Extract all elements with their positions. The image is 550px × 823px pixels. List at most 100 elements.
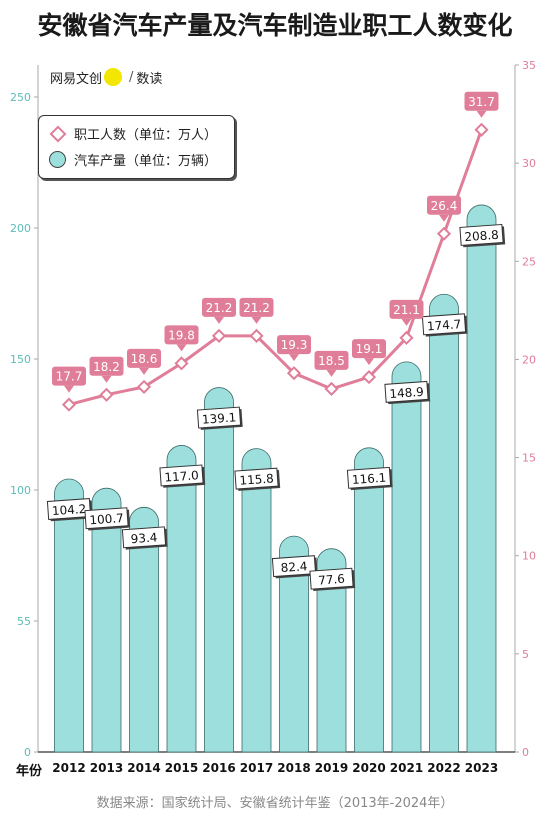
- legend-label-line: 职工人数（单位：万人）: [74, 128, 218, 143]
- brand-sub: 数读: [136, 71, 163, 87]
- callout-box: [464, 91, 499, 111]
- bar-value-label: 93.4: [121, 526, 168, 550]
- callout-pointer: [364, 358, 374, 366]
- line-point: [399, 330, 414, 345]
- bar-value-text: 116.1: [351, 471, 386, 487]
- right-tick-label: 20: [522, 353, 536, 366]
- callout-pointer: [289, 354, 299, 362]
- bar-value-text: 117.0: [164, 468, 199, 484]
- bar: [166, 445, 197, 753]
- right-tick-label: 15: [522, 452, 536, 465]
- line-value-label: 31.7: [468, 95, 495, 109]
- legend-item-bar: 汽车产量（单位：万辆）: [49, 150, 217, 169]
- x-tick-label: 2019: [315, 761, 348, 775]
- legend: 职工人数（单位：万人） 汽车产量（单位：万辆）: [38, 115, 235, 179]
- x-tick-label: 2014: [127, 761, 160, 775]
- bar-value-text: 104.2: [51, 502, 86, 518]
- callout-pointer: [64, 385, 74, 393]
- line-value-label: 19.8: [168, 328, 195, 342]
- bar-value-text: 93.4: [130, 530, 158, 546]
- line-point: [436, 226, 452, 241]
- line-point: [174, 356, 189, 371]
- callout-pointer: [401, 318, 412, 326]
- bar: [429, 293, 459, 753]
- callout-box: [89, 356, 124, 376]
- label-box: [196, 406, 242, 429]
- callout-pointer: [139, 367, 149, 375]
- label-box: [309, 567, 354, 590]
- callout-pointer: [214, 316, 224, 324]
- line-point: [286, 366, 302, 381]
- bar-value-label: 77.6: [309, 567, 356, 591]
- callout-pointer: [176, 344, 187, 352]
- callout-pointer: [476, 110, 487, 118]
- x-tick-label: 2018: [277, 761, 310, 775]
- bar-value-label: 208.8: [459, 223, 506, 248]
- label-box: [121, 526, 167, 549]
- left-tick-label: 55: [17, 615, 31, 628]
- line-value-label: 18.5: [318, 354, 345, 368]
- bar-value-label: 104.2: [46, 498, 93, 522]
- bar: [391, 361, 422, 753]
- bar-value-label: 117.0: [159, 464, 206, 488]
- callout-pointer: [439, 214, 449, 222]
- line-value-label: 26.4: [431, 199, 458, 213]
- line-value-label: 18.6: [131, 352, 158, 366]
- label-box: [384, 380, 429, 403]
- bar-value-label: 174.7: [421, 313, 468, 337]
- label-box: [159, 464, 204, 487]
- callout-pointer: [101, 375, 112, 383]
- line-point: [474, 122, 489, 137]
- x-tick-label: 2017: [240, 761, 273, 775]
- bar-value-label: 115.8: [234, 467, 281, 491]
- left-tick-label: 150: [10, 353, 31, 366]
- right-tick-label: 0: [522, 746, 529, 759]
- line-point: [136, 379, 152, 394]
- bar-value-label: 82.4: [271, 555, 318, 579]
- bar-value-text: 174.7: [426, 317, 461, 333]
- line-value-label: 19.1: [356, 342, 383, 356]
- circle-marker-icon: [49, 151, 66, 168]
- bar-value-label: 148.9: [384, 380, 431, 405]
- callout-box: [277, 335, 311, 355]
- right-tick-label: 10: [522, 550, 536, 563]
- callout-box: [164, 325, 199, 345]
- right-tick-label: 35: [522, 59, 536, 72]
- line-value-label: 17.7: [56, 370, 83, 384]
- label-box: [234, 467, 279, 490]
- callout-pointer: [326, 369, 337, 377]
- left-tick-label: 250: [10, 91, 31, 104]
- line-value-label: 18.2: [93, 360, 120, 374]
- diamond-marker-icon: [49, 125, 67, 142]
- legend-item-line: 职工人数（单位：万人）: [49, 124, 217, 143]
- callout-box: [52, 366, 86, 386]
- bar-value-text: 208.8: [464, 228, 499, 244]
- callout-box: [202, 297, 236, 317]
- line-value-label: 21.1: [393, 303, 420, 317]
- bar: [241, 448, 272, 753]
- callout-pointer: [251, 316, 262, 324]
- brand-name: 网易文创: [50, 71, 103, 87]
- bar: [354, 447, 384, 753]
- label-box: [346, 466, 392, 489]
- x-tick-label: 2012: [52, 761, 85, 775]
- right-tick-label: 5: [522, 648, 529, 661]
- x-tick-label: 2016: [202, 761, 235, 775]
- x-axis-label: 年份: [16, 764, 43, 779]
- callout-box: [314, 350, 349, 370]
- brand-logo: 网易文创 / 数读: [50, 68, 163, 87]
- source-note: 数据来源：国家统计局、安徽省统计年鉴（2013年-2024年）: [96, 796, 454, 811]
- x-tick-label: 2021: [390, 761, 423, 775]
- right-tick-label: 30: [522, 157, 536, 170]
- callout-box: [389, 299, 424, 319]
- line-value-label: 21.2: [243, 301, 270, 315]
- line-point: [249, 328, 264, 343]
- bar-value-text: 77.6: [318, 572, 346, 588]
- bar-value-label: 100.7: [84, 507, 131, 531]
- label-box: [459, 223, 504, 246]
- legend-label-bar: 汽车产量（单位：万辆）: [74, 154, 218, 169]
- netease-dot-icon: [104, 68, 123, 86]
- bar-value-label: 139.1: [196, 406, 243, 430]
- label-box: [84, 507, 129, 530]
